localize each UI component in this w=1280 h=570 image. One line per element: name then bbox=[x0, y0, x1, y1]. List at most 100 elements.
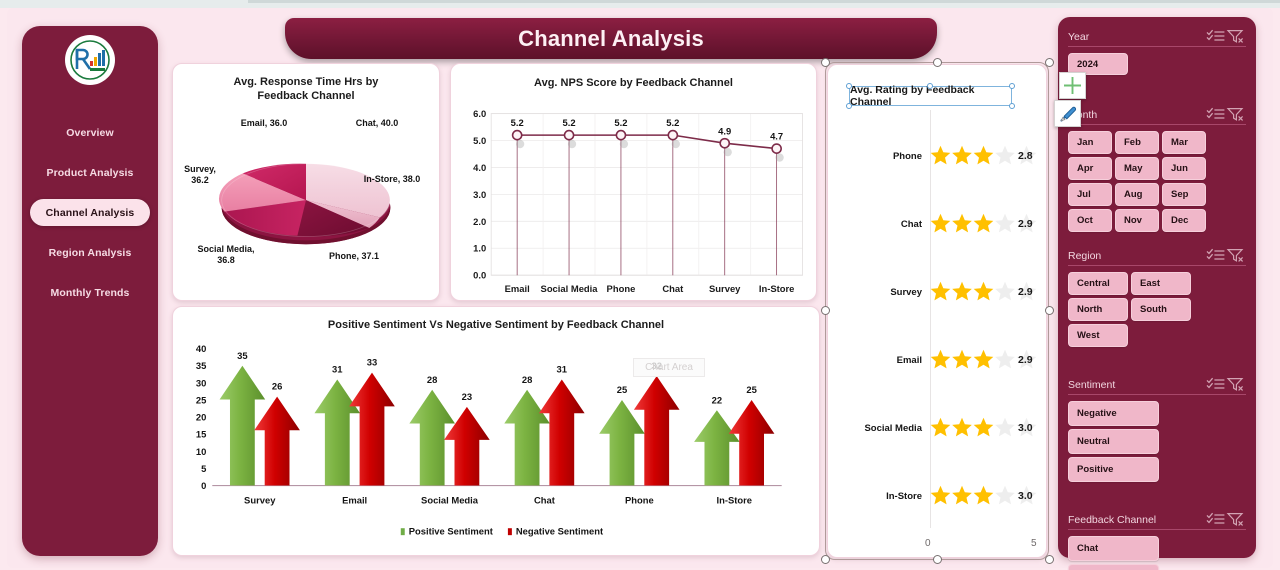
slicer-option[interactable]: West bbox=[1068, 324, 1128, 347]
clear-filter-button[interactable] bbox=[1226, 248, 1246, 263]
rating-row[interactable]: Email 2.9 bbox=[827, 345, 1047, 375]
svg-text:Survey: Survey bbox=[244, 494, 276, 505]
multi-select-button[interactable] bbox=[1206, 377, 1226, 392]
stars-svg bbox=[930, 145, 1037, 165]
svg-text:0.0: 0.0 bbox=[473, 270, 486, 281]
slicer-option[interactable]: South bbox=[1131, 298, 1191, 321]
multi-select-icon bbox=[1206, 29, 1225, 41]
title-handle-nw[interactable] bbox=[846, 83, 852, 89]
sidebar-item-region-analysis[interactable]: Region Analysis bbox=[30, 239, 150, 266]
page-title: Channel Analysis bbox=[518, 25, 704, 51]
title-handle-n[interactable] bbox=[927, 83, 933, 89]
title-handle-sw[interactable] bbox=[846, 103, 852, 109]
format-painter-button[interactable] bbox=[1054, 100, 1081, 127]
svg-text:5: 5 bbox=[201, 463, 206, 474]
slicer-option[interactable]: May bbox=[1115, 157, 1159, 180]
slicer-option[interactable]: Central bbox=[1068, 272, 1128, 295]
multi-select-button[interactable] bbox=[1206, 512, 1226, 527]
slicer-feedback-channel: Feedback Channel ChatEmailIn-StorePhoneS… bbox=[1068, 510, 1246, 570]
slicer-option[interactable]: Jun bbox=[1162, 157, 1206, 180]
clear-filter-icon bbox=[1226, 378, 1244, 391]
svg-text:10: 10 bbox=[196, 446, 206, 457]
resize-handle-w[interactable] bbox=[821, 306, 830, 315]
slicer-option[interactable]: Feb bbox=[1115, 131, 1159, 154]
rating-channel-label: Email bbox=[896, 354, 922, 366]
rating-channel-label: Phone bbox=[892, 150, 922, 162]
slicer-option[interactable]: Chat bbox=[1068, 536, 1159, 561]
svg-text:4.7: 4.7 bbox=[770, 131, 783, 142]
svg-text:6.0: 6.0 bbox=[473, 108, 486, 119]
window-top-strip bbox=[0, 0, 1280, 8]
slicer-option[interactable]: East bbox=[1131, 272, 1191, 295]
pie-label-phone: Phone, 37.1 bbox=[328, 251, 380, 261]
multi-select-icon bbox=[1206, 377, 1225, 389]
sentiment-bar-card[interactable]: Positive Sentiment Vs Negative Sentiment… bbox=[172, 306, 820, 556]
resize-handle-se[interactable] bbox=[1045, 555, 1054, 564]
slicer-option[interactable]: 2024 bbox=[1068, 53, 1128, 75]
slicer-option[interactable]: Neutral bbox=[1068, 429, 1159, 454]
rating-row[interactable]: Phone 2.8 bbox=[827, 141, 1047, 171]
nps-chart-title: Avg. NPS Score by Feedback Channel bbox=[534, 77, 733, 89]
star-rating bbox=[930, 145, 1037, 167]
slicer-option[interactable]: Email bbox=[1068, 564, 1159, 570]
slicer-options: Jan Feb Mar Apr May Jun Jul Aug Sep Oct Nov Dec bbox=[1068, 131, 1246, 232]
sidebar-item-monthly-trends[interactable]: Monthly Trends bbox=[30, 279, 150, 306]
slicer-option[interactable]: Positive bbox=[1068, 457, 1159, 482]
resize-handle-sw[interactable] bbox=[821, 555, 830, 564]
pie-label-social-media: Social Media, 36.8 bbox=[197, 244, 255, 265]
rating-row[interactable]: Survey 2.9 bbox=[827, 277, 1047, 307]
svg-text:Social Media: Social Media bbox=[421, 494, 479, 505]
slicer-option[interactable]: Jul bbox=[1068, 183, 1112, 206]
resize-handle-s[interactable] bbox=[933, 555, 942, 564]
slicer-option[interactable]: North bbox=[1068, 298, 1128, 321]
slicer-option[interactable]: Oct bbox=[1068, 209, 1112, 232]
response-time-pie-card[interactable]: Avg. Response Time Hrs by Feedback Chann… bbox=[172, 63, 440, 301]
slicer-option[interactable]: Dec bbox=[1162, 209, 1206, 232]
slicer-option[interactable]: Mar bbox=[1162, 131, 1206, 154]
svg-text:Survey: Survey bbox=[709, 283, 741, 294]
multi-select-button[interactable] bbox=[1206, 107, 1226, 122]
slicer-year: Year 2024 bbox=[1068, 27, 1246, 75]
multi-select-button[interactable] bbox=[1206, 29, 1226, 44]
rating-row[interactable]: Chat 2.9 bbox=[827, 209, 1047, 239]
pie-chart: Email, 36.0 Chat, 40.0 Survey, 36.2 In-S… bbox=[173, 106, 439, 302]
clear-filter-button[interactable] bbox=[1226, 29, 1246, 44]
svg-text:40: 40 bbox=[196, 343, 206, 354]
slicer-option[interactable]: Nov bbox=[1115, 209, 1159, 232]
resize-handle-nw[interactable] bbox=[821, 58, 830, 67]
add-icon-button[interactable] bbox=[1059, 72, 1086, 99]
sentiment-chart-title: Positive Sentiment Vs Negative Sentiment… bbox=[327, 319, 665, 331]
svg-text:28: 28 bbox=[522, 374, 532, 385]
slicer-option[interactable]: Sep bbox=[1162, 183, 1206, 206]
slicer-option[interactable]: Jan bbox=[1068, 131, 1112, 154]
svg-text:26: 26 bbox=[272, 381, 282, 392]
title-handle-ne[interactable] bbox=[1009, 83, 1015, 89]
slicer-option[interactable]: Aug bbox=[1115, 183, 1159, 206]
resize-handle-e[interactable] bbox=[1045, 306, 1054, 315]
rating-row[interactable]: Social Media 3.0 bbox=[827, 413, 1047, 443]
sidebar-item-overview[interactable]: Overview bbox=[30, 119, 150, 146]
slicer-option[interactable]: Negative bbox=[1068, 401, 1159, 426]
slicer-option[interactable]: Apr bbox=[1068, 157, 1112, 180]
clear-filter-button[interactable] bbox=[1226, 377, 1246, 392]
title-handle-se[interactable] bbox=[1009, 103, 1015, 109]
svg-text:Chat: Chat bbox=[534, 494, 556, 505]
svg-text:31: 31 bbox=[332, 364, 342, 375]
svg-text:2.0: 2.0 bbox=[473, 216, 486, 227]
slicer-list: Year 2024 Month Jan Feb Mar Apr May Jun Jul Aug S… bbox=[1068, 27, 1246, 570]
sidebar: Overview Product Analysis Channel Analys… bbox=[22, 26, 158, 556]
rating-axis-min: 0 bbox=[925, 538, 931, 549]
rating-row[interactable]: In-Store 3.0 bbox=[827, 481, 1047, 511]
avg-rating-title-box[interactable]: Avg. Rating by Feedback Channel bbox=[849, 84, 1012, 108]
resize-handle-ne[interactable] bbox=[1045, 58, 1054, 67]
rating-axis-max: 5 bbox=[1031, 538, 1037, 549]
sidebar-item-channel-analysis[interactable]: Channel Analysis bbox=[30, 199, 150, 226]
nps-score-line-card[interactable]: Avg. NPS Score by Feedback Channel 0.0 1.… bbox=[450, 63, 817, 301]
sidebar-item-product-analysis[interactable]: Product Analysis bbox=[30, 159, 150, 186]
svg-text:25: 25 bbox=[617, 384, 627, 395]
avg-rating-title: Avg. Rating by Feedback Channel bbox=[850, 84, 975, 108]
resize-handle-n[interactable] bbox=[933, 58, 942, 67]
clear-filter-button[interactable] bbox=[1226, 512, 1246, 527]
multi-select-button[interactable] bbox=[1206, 248, 1226, 263]
clear-filter-button[interactable] bbox=[1226, 107, 1246, 122]
